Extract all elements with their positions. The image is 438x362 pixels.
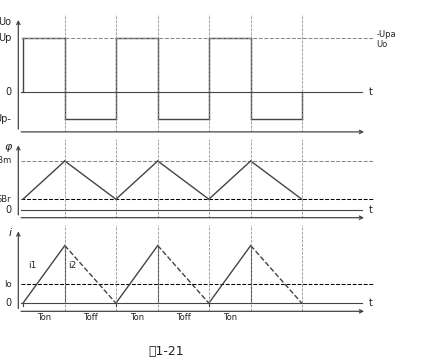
Text: Toff: Toff: [83, 313, 98, 322]
Text: Ton: Ton: [37, 313, 51, 322]
Text: 图1-21: 图1-21: [148, 345, 184, 358]
Text: t: t: [369, 87, 373, 97]
Text: Toff: Toff: [176, 313, 191, 322]
Text: Up: Up: [0, 34, 11, 43]
Text: i1: i1: [28, 261, 37, 270]
Text: -Upa: -Upa: [376, 30, 396, 39]
Text: i2: i2: [68, 261, 77, 270]
Text: 0: 0: [5, 298, 11, 308]
Text: 0: 0: [5, 87, 11, 97]
Text: t: t: [369, 205, 373, 215]
Text: Uo: Uo: [376, 41, 387, 49]
Text: Io: Io: [4, 280, 11, 289]
Text: φ: φ: [4, 142, 11, 152]
Text: Up-: Up-: [0, 114, 11, 123]
Text: Ton: Ton: [130, 313, 144, 322]
Text: t: t: [369, 298, 373, 308]
Text: SBr: SBr: [0, 195, 11, 204]
Text: Ton: Ton: [223, 313, 237, 322]
Text: SBm: SBm: [0, 156, 11, 165]
Text: 0: 0: [5, 205, 11, 215]
Text: Uo: Uo: [0, 17, 11, 27]
Text: i: i: [8, 228, 11, 238]
